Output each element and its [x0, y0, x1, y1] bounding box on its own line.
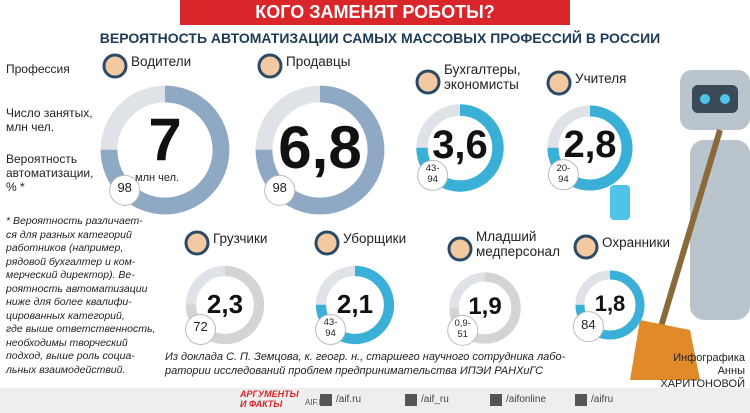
employed: 7 [148, 105, 182, 173]
profession-name: Уборщики [343, 231, 407, 246]
profession-name: Учителя [575, 71, 627, 86]
icon [546, 70, 572, 96]
ring-arc [255, 85, 385, 215]
probability-bubble [315, 313, 347, 345]
robot [610, 70, 750, 380]
employed: 6,8 [278, 113, 362, 181]
employed-unit: млн чел. [135, 172, 180, 184]
social-icon [405, 394, 417, 406]
icon [184, 230, 210, 256]
icon [415, 69, 441, 95]
icon [257, 53, 283, 79]
probability: 20- 94 [556, 162, 571, 185]
icon [573, 234, 599, 260]
credit: Инфографика Анны ХАРИТОНОВОЙ [660, 352, 745, 390]
social-icon [575, 394, 587, 406]
probability: 0,9- 51 [454, 318, 471, 341]
probability-bubble [417, 159, 449, 191]
employed: 3,6 [432, 123, 488, 168]
probability-bubble [447, 314, 479, 346]
employed: 2,3 [206, 288, 244, 319]
probability-bubble [572, 311, 604, 343]
footnote: * Вероятность различает- ся для разных к… [6, 215, 156, 376]
icon [102, 53, 128, 79]
social-link: /aif_ru [421, 394, 449, 405]
social-link: /aif.ru [336, 394, 362, 405]
logo-site: AIF.RU [305, 398, 331, 407]
footer-bar [0, 388, 750, 413]
employed: 1,8 [594, 291, 626, 317]
icon [447, 236, 473, 262]
profession-name: Водители [131, 54, 192, 69]
social-icon [490, 394, 502, 406]
ring-arc [185, 265, 265, 345]
employed: 2,8 [563, 124, 617, 167]
probability: 98 [117, 180, 132, 196]
icon [314, 230, 340, 256]
logo: АРГУМЕНТЫ И ФАКТЫ [240, 389, 299, 409]
probability-bubble [547, 159, 579, 191]
ring-arc [416, 104, 504, 192]
social-link: /aifonline [506, 394, 547, 405]
social-icon [320, 394, 332, 406]
legend-probability: Вероятность автоматизации, % * [6, 152, 94, 194]
title: КОГО ЗАМЕНЯТ РОБОТЫ? [255, 2, 495, 22]
probability: 98 [272, 180, 287, 196]
probability: 43- 94 [323, 317, 338, 340]
legend-profession: Профессия [6, 62, 70, 76]
probability-bubble [109, 174, 141, 206]
probability: 84 [581, 316, 596, 332]
ring-arc [449, 272, 521, 344]
profession-name: Бухгалтеры, экономисты [444, 62, 521, 92]
profession-name: Продавцы [286, 54, 351, 69]
probability: 43- 94 [425, 163, 440, 186]
probability: 72 [193, 319, 208, 335]
probability-bubble [264, 174, 296, 206]
profession-name: Охранники [602, 235, 671, 250]
profession-name: Грузчики [213, 231, 268, 246]
probability-bubble [185, 313, 217, 345]
source: Из доклада С. П. Земцова, к. геогр. н., … [165, 351, 566, 377]
subtitle: ВЕРОЯТНОСТЬ АВТОМАТИЗАЦИИ САМЫХ МАССОВЫХ… [99, 30, 661, 46]
employed: 2,1 [336, 288, 374, 319]
title-banner [180, 0, 570, 25]
social-link: /aifru [591, 394, 614, 405]
ring-arc [315, 265, 395, 345]
ring-arc [575, 270, 645, 340]
ring-arc [100, 85, 230, 215]
profession-name: Младший медперсонал [476, 229, 560, 259]
ring-arc [547, 105, 633, 191]
employed: 1,9 [468, 293, 502, 321]
legend-employed: Число занятых, млн чел. [6, 106, 93, 134]
